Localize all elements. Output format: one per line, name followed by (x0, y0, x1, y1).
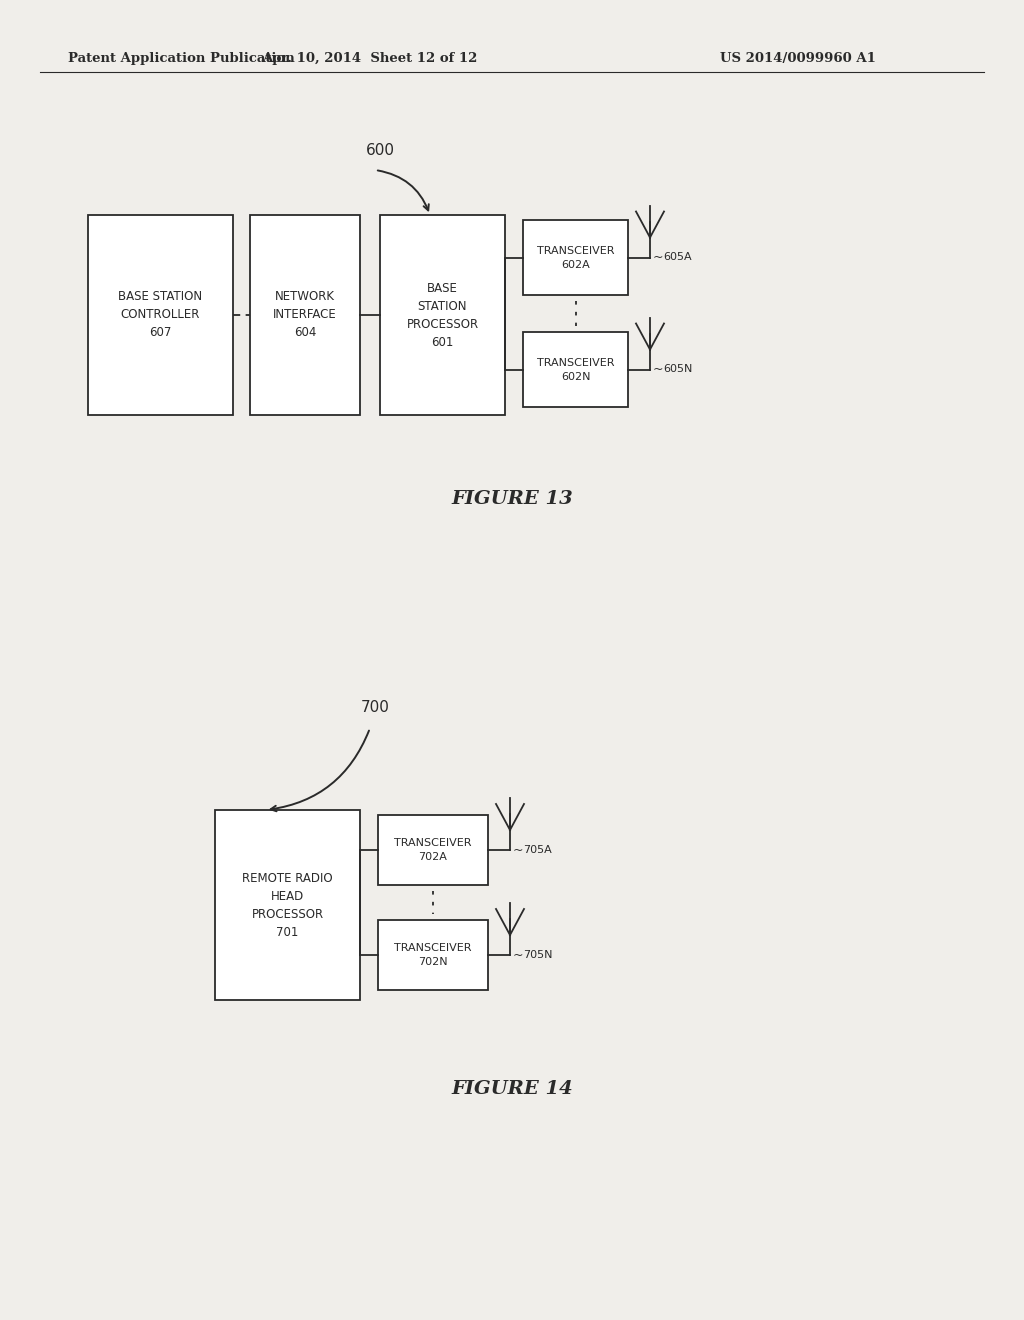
Text: TRANSCEIVER
602N: TRANSCEIVER 602N (537, 358, 614, 381)
Text: TRANSCEIVER
602A: TRANSCEIVER 602A (537, 246, 614, 269)
Bar (380, 215, 505, 414)
Bar (250, 215, 360, 414)
Text: ~: ~ (653, 363, 664, 376)
Text: BASE
STATION
PROCESSOR
601: BASE STATION PROCESSOR 601 (407, 281, 478, 348)
Text: TRANSCEIVER
702N: TRANSCEIVER 702N (394, 942, 472, 968)
Bar (378, 920, 488, 990)
Bar (523, 220, 628, 294)
Text: 705N: 705N (523, 950, 553, 960)
Text: Patent Application Publication: Patent Application Publication (68, 51, 295, 65)
Text: ~: ~ (513, 949, 523, 961)
Text: 600: 600 (366, 143, 394, 158)
Bar (88, 215, 233, 414)
Text: FIGURE 13: FIGURE 13 (452, 490, 572, 508)
Text: TRANSCEIVER
702A: TRANSCEIVER 702A (394, 838, 472, 862)
Bar (215, 810, 360, 1001)
Text: 605A: 605A (663, 252, 691, 263)
Text: US 2014/0099960 A1: US 2014/0099960 A1 (720, 51, 876, 65)
Text: 605N: 605N (663, 364, 692, 375)
Text: BASE STATION
CONTROLLER
607: BASE STATION CONTROLLER 607 (119, 290, 203, 339)
Text: 700: 700 (360, 700, 389, 715)
Text: FIGURE 14: FIGURE 14 (452, 1080, 572, 1098)
Bar (378, 814, 488, 884)
Text: ~: ~ (653, 251, 664, 264)
Bar (523, 333, 628, 407)
Text: Apr. 10, 2014  Sheet 12 of 12: Apr. 10, 2014 Sheet 12 of 12 (262, 51, 477, 65)
Text: 705A: 705A (523, 845, 552, 855)
Text: ~: ~ (513, 843, 523, 857)
Text: NETWORK
INTERFACE
604: NETWORK INTERFACE 604 (273, 290, 337, 339)
Text: REMOTE RADIO
HEAD
PROCESSOR
701: REMOTE RADIO HEAD PROCESSOR 701 (243, 871, 333, 939)
